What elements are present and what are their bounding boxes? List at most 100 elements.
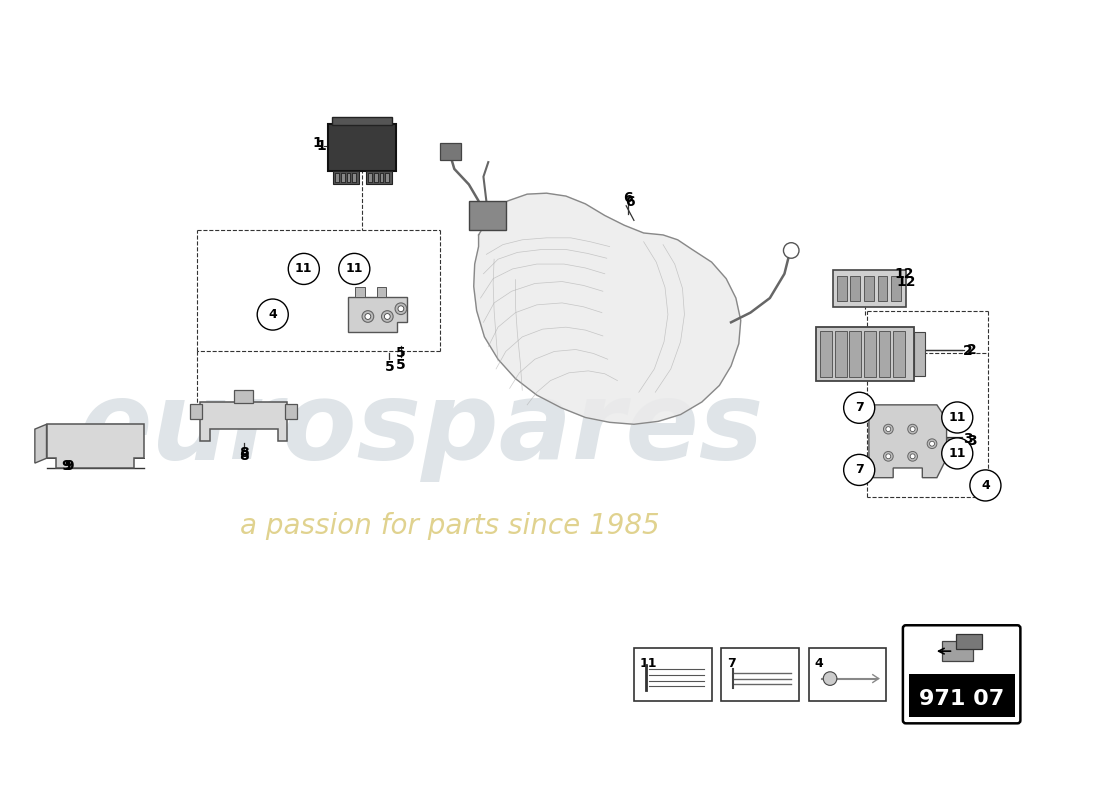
Circle shape [395, 303, 407, 314]
Circle shape [886, 426, 891, 431]
Circle shape [339, 254, 370, 285]
Text: 9: 9 [62, 459, 70, 473]
Circle shape [823, 672, 837, 686]
Text: 8: 8 [239, 450, 249, 463]
Text: 4: 4 [268, 308, 277, 321]
Text: 12: 12 [894, 266, 914, 281]
Bar [909, 674, 1014, 717]
Bar [634, 647, 712, 701]
Bar [833, 270, 905, 306]
Text: a passion for parts since 1985: a passion for parts since 1985 [240, 512, 659, 540]
Bar [878, 276, 888, 301]
Bar [332, 118, 393, 126]
Text: 9: 9 [64, 459, 74, 473]
Bar [469, 201, 506, 230]
Text: 11: 11 [948, 447, 966, 460]
Circle shape [883, 451, 893, 461]
Text: 11: 11 [345, 262, 363, 275]
Circle shape [382, 310, 393, 322]
Text: 7: 7 [727, 658, 736, 670]
Bar [893, 331, 905, 377]
Bar [956, 634, 981, 649]
Circle shape [365, 314, 371, 319]
Text: 5: 5 [396, 358, 406, 372]
Polygon shape [46, 424, 144, 468]
Polygon shape [474, 193, 740, 424]
Circle shape [886, 454, 891, 458]
Circle shape [257, 299, 288, 330]
Polygon shape [349, 297, 407, 332]
Bar [942, 642, 972, 661]
Bar [865, 331, 876, 377]
Circle shape [908, 451, 917, 461]
Bar [285, 404, 297, 419]
Bar [385, 173, 389, 182]
Text: 4: 4 [981, 479, 990, 492]
Bar [865, 276, 873, 301]
Circle shape [288, 254, 319, 285]
Bar [352, 173, 356, 182]
Text: 8: 8 [239, 446, 249, 461]
Bar [190, 404, 202, 419]
Circle shape [910, 454, 915, 458]
Polygon shape [35, 424, 46, 463]
Circle shape [910, 426, 915, 431]
Circle shape [844, 392, 875, 423]
Bar [891, 276, 901, 301]
Bar [837, 276, 847, 301]
Text: 7: 7 [855, 463, 864, 477]
Text: 971 07: 971 07 [918, 690, 1004, 710]
Text: 11: 11 [295, 262, 312, 275]
Text: 7: 7 [855, 402, 864, 414]
Text: 1: 1 [317, 138, 327, 153]
Text: 3: 3 [967, 434, 977, 448]
Bar [850, 276, 860, 301]
Bar [334, 173, 339, 182]
Circle shape [362, 310, 374, 322]
Circle shape [942, 402, 972, 433]
Bar [808, 647, 887, 701]
Text: 4: 4 [814, 658, 823, 670]
Text: 5: 5 [396, 346, 406, 360]
Circle shape [930, 442, 935, 446]
Polygon shape [200, 402, 287, 441]
Text: 12: 12 [896, 274, 915, 289]
Bar [346, 173, 351, 182]
Bar [849, 331, 861, 377]
Circle shape [883, 424, 893, 434]
Bar [366, 171, 393, 185]
Text: 6: 6 [624, 191, 632, 205]
Bar [379, 173, 384, 182]
Circle shape [844, 454, 875, 486]
Bar [374, 173, 377, 182]
Circle shape [927, 439, 937, 449]
Bar [821, 331, 832, 377]
Circle shape [908, 424, 917, 434]
FancyBboxPatch shape [903, 626, 1021, 723]
Bar [376, 287, 386, 297]
Circle shape [783, 242, 799, 258]
Circle shape [970, 470, 1001, 501]
Bar [367, 173, 372, 182]
Bar [341, 173, 344, 182]
Bar [879, 331, 890, 377]
Bar [333, 171, 360, 185]
Circle shape [384, 314, 390, 319]
Text: 6: 6 [625, 195, 635, 209]
Bar [440, 142, 461, 160]
Polygon shape [869, 405, 947, 478]
Text: eurospares: eurospares [78, 376, 763, 482]
Circle shape [398, 306, 404, 312]
Circle shape [942, 438, 972, 469]
Bar [328, 124, 396, 171]
Bar [914, 332, 925, 376]
Bar [234, 390, 253, 403]
Text: 1: 1 [312, 136, 322, 150]
Text: 5: 5 [384, 360, 394, 374]
Bar [816, 327, 914, 381]
Text: 2: 2 [964, 345, 972, 358]
Bar [355, 287, 365, 297]
Text: 2: 2 [967, 342, 977, 357]
Bar [835, 331, 847, 377]
Bar [722, 647, 799, 701]
